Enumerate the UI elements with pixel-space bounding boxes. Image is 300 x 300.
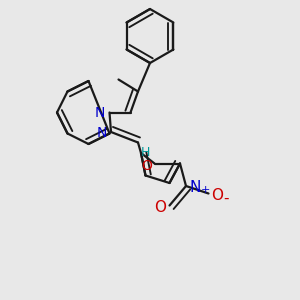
Text: H: H [140, 146, 150, 159]
Text: O: O [212, 188, 224, 203]
Text: N: N [190, 180, 201, 195]
Text: -: - [224, 191, 229, 206]
Text: N: N [94, 106, 105, 120]
Text: +: + [200, 184, 210, 195]
Text: O: O [142, 159, 152, 172]
Text: N: N [96, 126, 106, 140]
Text: O: O [154, 200, 166, 215]
